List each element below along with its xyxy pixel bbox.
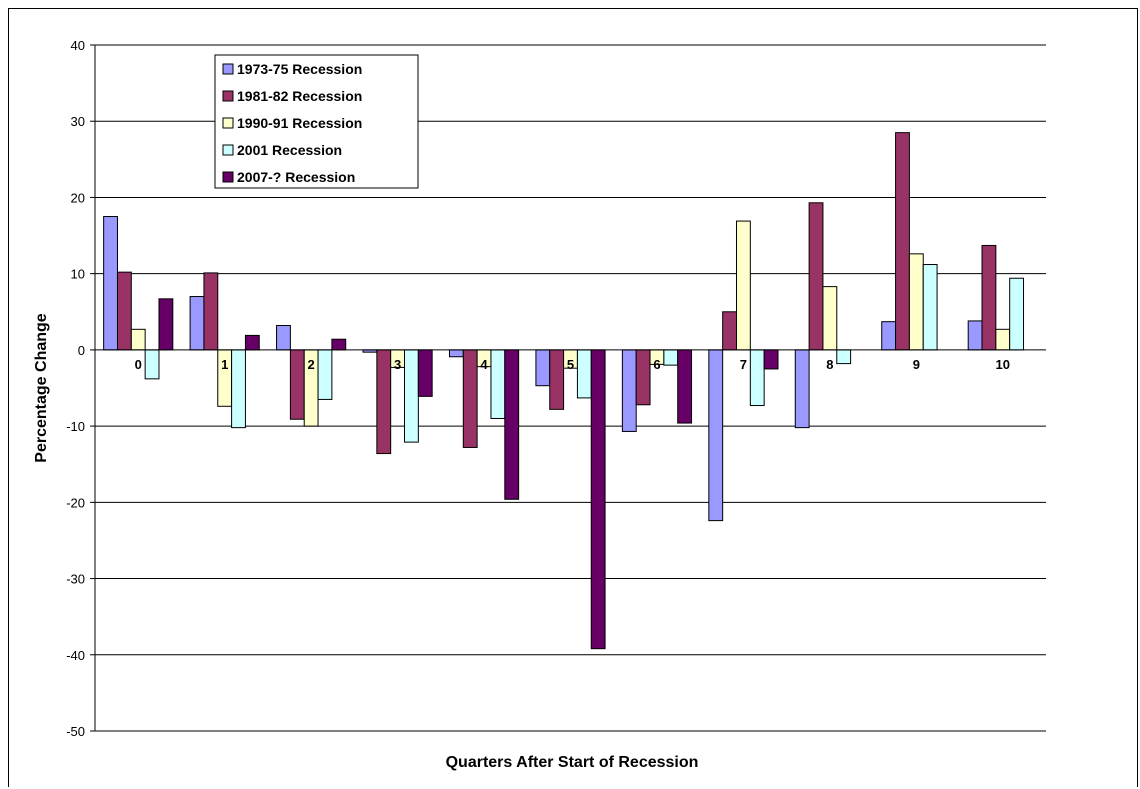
y-tick-label: 30 [71, 114, 85, 129]
x-axis-title: Quarters After Start of Recession [446, 754, 699, 771]
bar-1981-82-recession-q5 [549, 349, 565, 410]
y-tick-labels: 40 30 20 10 0 -10 -20 -30 -40 -50 [66, 38, 95, 739]
x-category-label: 0 [135, 357, 142, 372]
x-category-label: 1 [221, 357, 228, 372]
bar-1981-82-recession-q1 [203, 272, 219, 351]
bar-2007-recession-q4 [504, 349, 520, 500]
bar-1990-91-recession-q7 [735, 220, 751, 351]
bar-1981-82-recession-q7 [722, 311, 737, 351]
bar-2007-recession-q0 [158, 298, 174, 351]
legend-entry-label: 1990-91 Recession [237, 115, 362, 131]
bar-2001-recession-q10 [1009, 277, 1025, 351]
bar-2001-recession-q5 [576, 349, 592, 399]
y-tick-label: -30 [66, 572, 85, 587]
bar-2001-recession-q1 [231, 349, 246, 429]
y-tick-label: 40 [71, 38, 85, 53]
x-category-labels: 0 1 2 3 4 5 6 7 8 9 10 [135, 357, 1010, 372]
chart-frame [8, 8, 1138, 787]
bar-1973-75-recession-q0 [103, 216, 118, 351]
bar-1990-91-recession-q0 [130, 328, 146, 351]
bar-1981-82-recession-q9 [895, 132, 910, 351]
bar-1981-82-recession-q10 [981, 244, 997, 351]
x-category-label: 8 [826, 357, 833, 372]
legend-swatch [222, 171, 234, 183]
y-axis-title: Percentage Change [33, 313, 50, 462]
legend-entry-label: 1981-82 Recession [237, 88, 362, 104]
bar-2007-recession-q2 [331, 338, 347, 351]
bar-1973-75-recession-q10 [967, 320, 983, 351]
bar-2001-recession-q0 [144, 349, 160, 380]
legend-entry-label: 2007-? Recession [237, 169, 355, 185]
bar-1973-75-recession-q6 [621, 349, 637, 432]
legend-entry-label: 2001 Recession [237, 142, 342, 158]
y-tick-label: -40 [66, 648, 85, 663]
bar-2001-recession-q7 [749, 349, 765, 407]
y-tick-label: 0 [78, 343, 85, 358]
y-tick-label: 20 [71, 190, 85, 205]
bars [103, 132, 1025, 650]
bar-1981-82-recession-q0 [116, 271, 132, 351]
legend: 1973-75 Recession 1981-82 Recession 1990-9… [214, 54, 419, 189]
bar-2007-recession-q6 [677, 349, 693, 424]
bar-2001-recession-q8 [836, 349, 852, 365]
bar-1973-75-recession-q7 [708, 349, 724, 522]
y-tick-label: -10 [66, 419, 85, 434]
bar-1990-91-recession-q8 [822, 286, 838, 351]
x-category-label: 5 [567, 357, 574, 372]
x-category-label: 7 [740, 357, 747, 372]
bar-1981-82-recession-q4 [462, 349, 478, 448]
bar-1973-75-recession-q1 [189, 296, 205, 351]
x-category-label: 3 [394, 357, 401, 372]
bar-2001-recession-q6 [663, 349, 679, 366]
legend-swatch [222, 144, 234, 156]
bar-2007-recession-q7 [763, 349, 779, 370]
x-category-label: 6 [653, 357, 660, 372]
y-tick-label: -50 [66, 724, 85, 739]
bar-1973-75-recession-q2 [276, 324, 291, 351]
bar-1990-91-recession-q10 [995, 328, 1011, 351]
bar-1973-75-recession-q4 [448, 349, 464, 358]
bar-1981-82-recession-q3 [376, 349, 392, 455]
bar-1990-91-recession-q9 [908, 253, 924, 351]
y-tick-label: -20 [66, 495, 85, 510]
bar-1973-75-recession-q5 [535, 349, 551, 387]
bar-1973-75-recession-q8 [794, 349, 810, 429]
legend-entry-label: 1973-75 Recession [237, 61, 362, 77]
legend-box [214, 54, 419, 189]
y-tick-label: 10 [71, 267, 85, 282]
x-category-label: 4 [480, 357, 488, 372]
bar-2001-recession-q2 [317, 349, 333, 400]
bar-1981-82-recession-q2 [289, 349, 305, 420]
bar-2007-recession-q5 [590, 349, 606, 650]
x-category-label: 9 [913, 357, 920, 372]
legend-swatch [222, 117, 234, 129]
bar-1981-82-recession-q8 [808, 202, 824, 351]
bar-2001-recession-q3 [404, 349, 419, 443]
bar-1973-75-recession-q9 [881, 321, 897, 351]
x-category-label: 2 [308, 357, 315, 372]
axes [94, 45, 1046, 731]
x-category-label: 10 [996, 357, 1010, 372]
bar-2007-recession-q1 [244, 334, 260, 351]
bar-1981-82-recession-q6 [635, 349, 651, 406]
bar-2007-recession-q3 [417, 349, 433, 397]
legend-swatch [222, 90, 234, 102]
bar-2001-recession-q4 [490, 349, 506, 419]
bar-2001-recession-q9 [922, 264, 938, 351]
legend-swatch [222, 63, 234, 75]
